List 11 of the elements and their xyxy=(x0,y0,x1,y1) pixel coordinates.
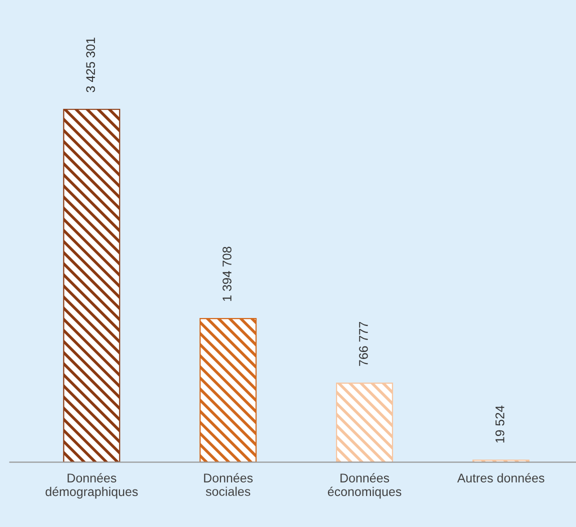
x-tick-label: Données sociales xyxy=(204,473,253,496)
bar xyxy=(63,108,120,462)
data-label: 19 524 xyxy=(495,406,504,443)
data-label: 1 394 708 xyxy=(222,246,232,301)
bar xyxy=(336,382,394,462)
data-label: 766 777 xyxy=(359,322,368,366)
x-tick-label: Données économiques xyxy=(328,473,402,499)
x-tick-label: Données démographiques xyxy=(46,473,138,499)
x-tick-label: Autres données xyxy=(457,473,544,482)
bar xyxy=(200,318,257,462)
data-label: 3 425 301 xyxy=(86,38,96,92)
